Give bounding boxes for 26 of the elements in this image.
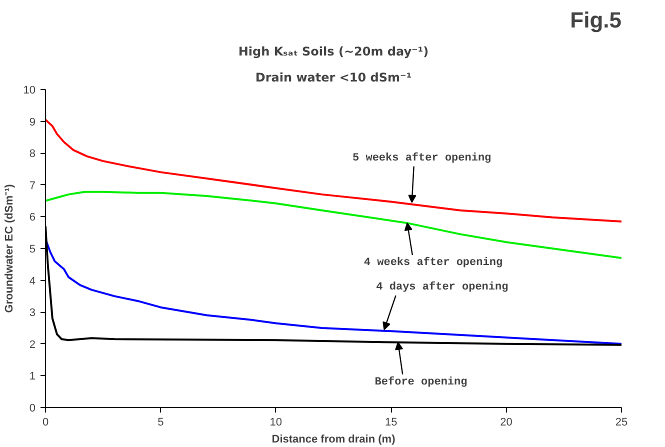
y-tick-label: 7 — [29, 180, 36, 192]
x-tick-label: 0 — [42, 416, 49, 428]
y-tick-label: 2 — [29, 338, 36, 351]
y-axis-title: Groundwater EC (dSm⁻¹) — [3, 184, 16, 313]
x-tick-label: 15 — [384, 416, 398, 428]
y-tick-label: 6 — [29, 212, 36, 224]
annotation: 4 weeks after opening — [364, 256, 503, 270]
y-tick-label: 0 — [29, 402, 36, 414]
y-tick-label: 9 — [29, 116, 36, 128]
y-tick-label: 1 — [29, 370, 36, 383]
x-tick-label: 10 — [270, 416, 282, 428]
y-tick-label: 4 — [29, 275, 36, 288]
y-tick-label: 3 — [29, 307, 36, 320]
annotation: Before opening — [374, 375, 468, 388]
annotation: 5 weeks after opening — [352, 151, 492, 164]
annotation: 4 days after opening — [376, 280, 508, 294]
x-tick-label: 25 — [615, 416, 628, 428]
y-tick-label: 5 — [29, 244, 36, 256]
x-tick-label: 5 — [158, 416, 164, 428]
y-tick-label: 10 — [23, 84, 36, 96]
caption: Fig.5 — [570, 8, 622, 32]
chart-title: High Kₛₐₜ Soils (~20m day⁻¹) — [238, 44, 429, 58]
x-axis-title: Distance from drain (m) — [272, 434, 396, 446]
chart-subtitle: Drain water <10 dSm⁻¹ — [255, 70, 412, 84]
x-tick-label: 20 — [500, 416, 512, 428]
y-tick-label: 8 — [29, 148, 36, 160]
